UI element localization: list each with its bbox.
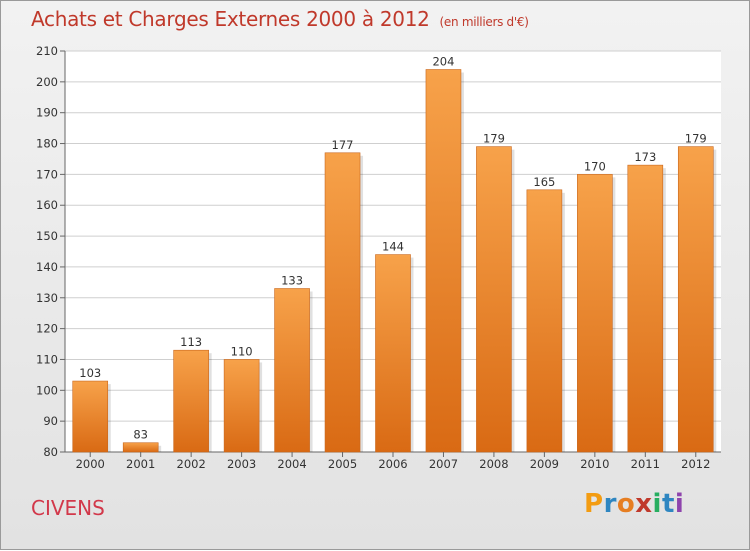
y-tick-label: 80 bbox=[43, 445, 58, 459]
bar-value-label: 177 bbox=[332, 138, 354, 152]
x-tick-label: 2001 bbox=[126, 457, 155, 471]
x-tick-label: 2006 bbox=[378, 457, 407, 471]
logo-letter: r bbox=[603, 489, 617, 519]
bar-value-label: 170 bbox=[584, 159, 606, 173]
bar bbox=[425, 69, 462, 453]
bar bbox=[122, 442, 159, 453]
y-tick-label: 200 bbox=[36, 75, 58, 89]
y-tick-label: 140 bbox=[36, 260, 58, 274]
y-tick-label: 90 bbox=[43, 414, 58, 428]
x-tick-label: 2003 bbox=[227, 457, 256, 471]
x-tick-label: 2000 bbox=[76, 457, 105, 471]
logo-letter: t bbox=[661, 489, 675, 519]
y-tick-label: 100 bbox=[36, 383, 58, 397]
x-tick-label: 2007 bbox=[429, 457, 458, 471]
commune-name: CIVENS bbox=[31, 496, 105, 520]
bar-value-label: 179 bbox=[483, 132, 505, 146]
bar bbox=[577, 174, 613, 453]
bar bbox=[274, 288, 310, 453]
bar-value-label: 173 bbox=[634, 150, 656, 164]
bar-value-label: 144 bbox=[382, 240, 404, 254]
logo-letter: x bbox=[635, 489, 653, 519]
y-tick-label: 190 bbox=[36, 106, 58, 120]
bar-value-label: 133 bbox=[281, 274, 303, 288]
bar bbox=[324, 152, 361, 453]
bar-value-label: 179 bbox=[685, 132, 707, 146]
bar-value-label: 110 bbox=[231, 344, 253, 358]
bar-value-label: 204 bbox=[432, 55, 454, 69]
x-tick-label: 2005 bbox=[328, 457, 357, 471]
bar-value-label: 165 bbox=[533, 175, 555, 189]
bar bbox=[223, 359, 260, 453]
x-tick-label: 2011 bbox=[631, 457, 660, 471]
bar bbox=[476, 146, 512, 453]
x-tick-label: 2008 bbox=[479, 457, 508, 471]
bar-value-label: 113 bbox=[180, 335, 202, 349]
chart-title-main: Achats et Charges Externes 2000 à 2012 bbox=[31, 7, 430, 31]
chart-title-unit: (en milliers d'€) bbox=[439, 15, 529, 29]
y-tick-label: 170 bbox=[36, 167, 58, 181]
x-tick-label: 2012 bbox=[681, 457, 710, 471]
x-tick-label: 2010 bbox=[580, 457, 609, 471]
proxiti-logo: Proxiti bbox=[584, 489, 684, 519]
y-tick-label: 130 bbox=[36, 291, 58, 305]
y-tick-label: 180 bbox=[36, 137, 58, 151]
y-tick-label: 110 bbox=[36, 352, 58, 366]
y-tick-label: 150 bbox=[36, 229, 58, 243]
logo-letter: P bbox=[584, 489, 604, 519]
bar bbox=[526, 189, 563, 453]
y-tick-label: 160 bbox=[36, 198, 58, 212]
bar-value-label: 103 bbox=[79, 366, 101, 380]
x-tick-label: 2002 bbox=[177, 457, 206, 471]
chart-title: Achats et Charges Externes 2000 à 2012 (e… bbox=[31, 7, 529, 31]
x-tick-label: 2009 bbox=[530, 457, 559, 471]
bar bbox=[677, 146, 714, 453]
y-tick-label: 210 bbox=[36, 44, 58, 58]
logo-letter: o bbox=[616, 489, 636, 519]
logo-letter: i bbox=[652, 489, 662, 519]
bar-value-label: 83 bbox=[133, 428, 148, 442]
bar bbox=[173, 349, 209, 453]
x-tick-label: 2004 bbox=[277, 457, 306, 471]
bar bbox=[375, 254, 411, 453]
bar bbox=[72, 380, 109, 453]
logo-letter: i bbox=[674, 489, 685, 519]
bar bbox=[627, 164, 664, 453]
y-tick-label: 120 bbox=[36, 322, 58, 336]
